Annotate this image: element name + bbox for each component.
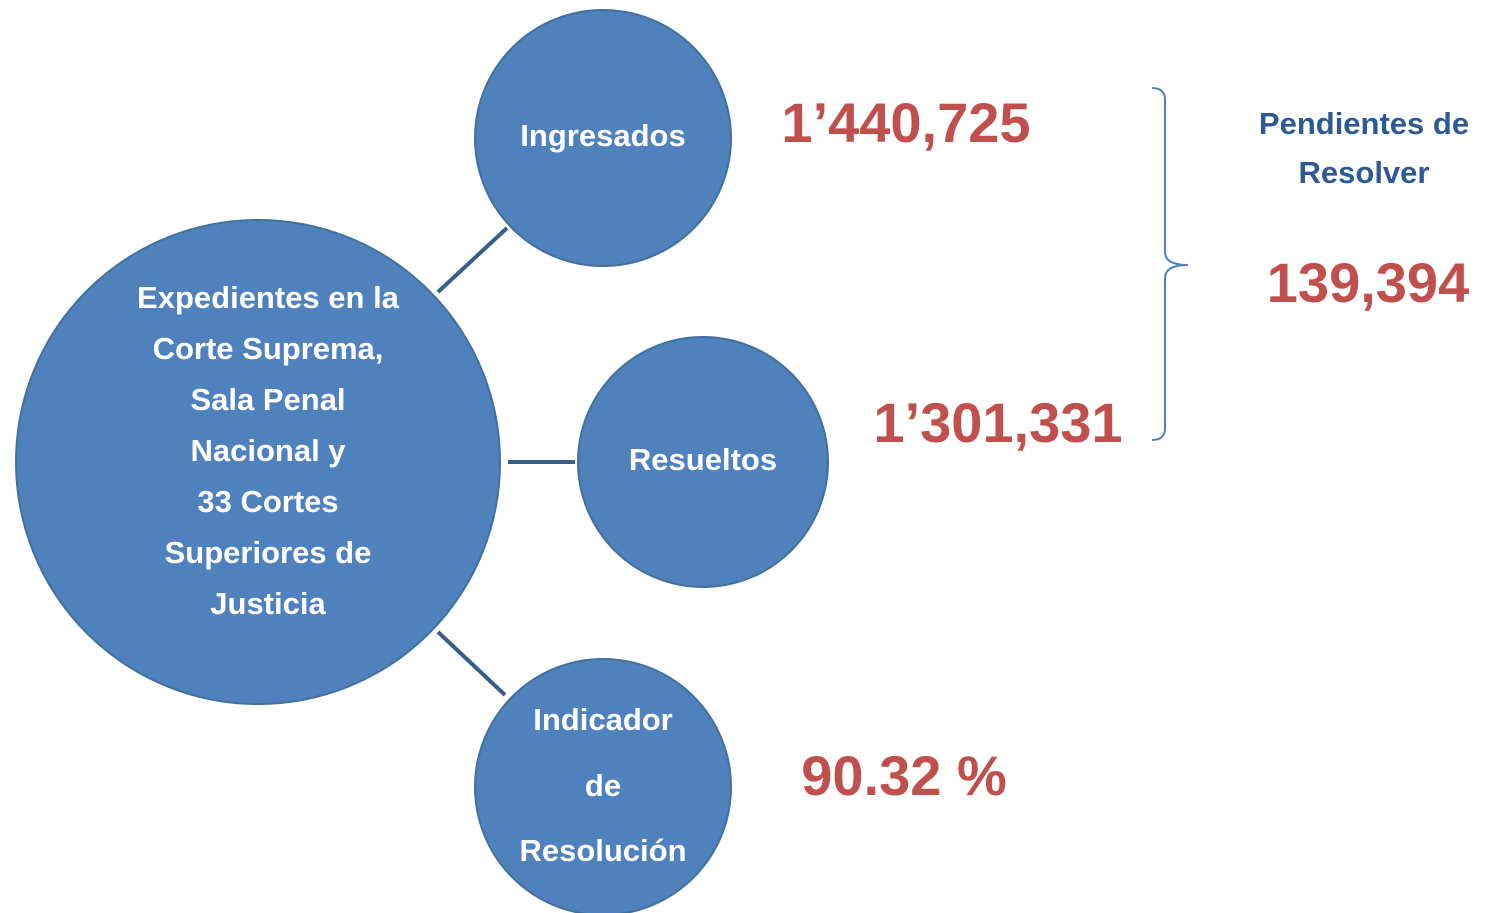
connector [436,630,507,697]
node-label: Resolución [519,833,686,868]
center-label: Nacional y [190,433,346,468]
node-label: Resueltos [629,442,777,477]
node-value: 1’440,725 [781,91,1030,154]
center-label: Sala Penal [190,382,345,417]
node-circle [474,658,732,913]
center-label: Expedientes en la [137,280,400,315]
node-value: 1’301,331 [873,391,1122,454]
connectors [436,226,575,697]
node-label: Indicador [533,702,673,737]
connector [436,226,509,294]
center-label: 33 Cortes [197,484,338,519]
center-label: Superiores de [165,535,372,570]
node-label: de [585,768,621,803]
center-label: Corte Suprema, [153,331,384,366]
pending-label: Resolver [1299,155,1430,190]
pending-value: 139,394 [1267,251,1469,314]
center-circle [15,219,501,705]
brace [1151,87,1189,441]
pending-label: Pendientes de [1259,106,1469,141]
node-value: 90.32 % [801,744,1007,807]
node-circle [577,336,829,588]
node-label: Ingresados [520,118,685,153]
node-circle [474,9,732,267]
center-label: Justicia [210,586,326,621]
